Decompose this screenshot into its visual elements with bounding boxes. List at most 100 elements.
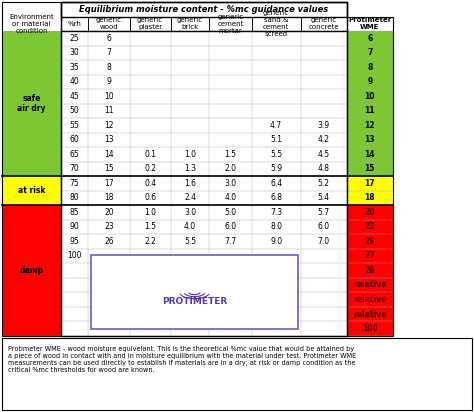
Text: 100: 100 (362, 324, 378, 333)
Text: 12: 12 (104, 121, 114, 130)
Text: 9.0: 9.0 (270, 237, 282, 246)
Text: 0.2: 0.2 (144, 164, 156, 173)
Text: 13: 13 (104, 136, 114, 144)
Text: 14: 14 (365, 150, 375, 159)
Text: 14: 14 (104, 150, 114, 159)
Text: 5.4: 5.4 (318, 194, 330, 202)
Text: 5.9: 5.9 (270, 164, 282, 173)
Text: 75: 75 (70, 179, 80, 188)
Text: 6.0: 6.0 (318, 222, 330, 232)
Bar (347, 249, 393, 263)
Bar (347, 220, 393, 234)
Bar (61, 205, 347, 220)
Bar (61, 278, 347, 292)
Bar (301, 16, 347, 31)
Text: 1.5: 1.5 (224, 150, 237, 159)
Text: 4.7: 4.7 (270, 121, 282, 130)
Text: 5.2: 5.2 (318, 179, 330, 188)
Text: 45: 45 (70, 92, 80, 101)
Text: relative: relative (353, 309, 386, 318)
Text: 26: 26 (104, 237, 114, 246)
Bar (61, 2, 347, 16)
Bar (2, 249, 61, 263)
Bar (91, 255, 299, 329)
Text: 10: 10 (104, 92, 114, 101)
Text: Protimeter WME - wood moisture equivelant. This is the theoretical %mc value tha: Protimeter WME - wood moisture equivelan… (8, 346, 356, 374)
Bar (2, 75, 61, 89)
Bar (61, 75, 347, 89)
Text: 2.0: 2.0 (224, 164, 237, 173)
Bar (129, 16, 171, 31)
Text: Protimeter
WME: Protimeter WME (348, 17, 392, 30)
Text: 4.5: 4.5 (318, 150, 330, 159)
Text: Environment
or material
condition: Environment or material condition (9, 14, 54, 34)
Bar (2, 16, 393, 31)
Bar (210, 16, 252, 31)
Bar (2, 2, 61, 336)
Bar (2, 278, 61, 292)
Bar (91, 255, 299, 329)
Text: 80: 80 (70, 194, 80, 202)
Bar (347, 46, 393, 60)
Text: 20: 20 (104, 208, 114, 217)
Text: at risk: at risk (18, 186, 46, 195)
Text: 0.1: 0.1 (144, 150, 156, 159)
Text: 7: 7 (107, 48, 111, 57)
Bar (61, 176, 347, 191)
Bar (2, 321, 61, 336)
Bar (347, 162, 393, 176)
Text: 3.9: 3.9 (318, 121, 330, 130)
Text: 20: 20 (365, 208, 375, 217)
Bar (347, 147, 393, 162)
Text: 5.5: 5.5 (184, 237, 196, 246)
Bar (61, 191, 347, 205)
Bar (61, 46, 347, 60)
Text: 7.0: 7.0 (318, 237, 330, 246)
Text: 0.6: 0.6 (144, 194, 156, 202)
Bar (61, 220, 347, 234)
Text: 11: 11 (365, 106, 375, 115)
Text: 55: 55 (70, 121, 80, 130)
Bar (347, 133, 393, 147)
Bar (347, 60, 393, 75)
Bar (2, 118, 61, 133)
Bar (347, 307, 393, 321)
Text: 27: 27 (365, 251, 375, 260)
Text: 28: 28 (365, 266, 375, 275)
Text: 85: 85 (70, 208, 80, 217)
Bar (61, 31, 347, 46)
Bar (347, 321, 393, 336)
Bar (2, 263, 61, 278)
Text: 40: 40 (70, 77, 80, 87)
Text: 13: 13 (365, 136, 375, 144)
Bar (2, 104, 61, 118)
Text: generic
sand &
cement
screed: generic sand & cement screed (263, 10, 289, 37)
Text: 5.5: 5.5 (270, 150, 282, 159)
Bar (61, 118, 347, 133)
Bar (347, 16, 393, 336)
Bar (2, 162, 61, 176)
Text: 6: 6 (367, 34, 373, 43)
Bar (2, 89, 61, 104)
Text: 5.1: 5.1 (270, 136, 282, 144)
Bar (61, 89, 347, 104)
Bar (347, 278, 393, 292)
Bar (2, 191, 61, 205)
Bar (61, 162, 347, 176)
Bar (2, 176, 61, 191)
Bar (347, 263, 393, 278)
Bar (61, 16, 88, 31)
Text: 6.8: 6.8 (270, 194, 282, 202)
Text: 35: 35 (70, 63, 80, 72)
Text: 7.7: 7.7 (224, 237, 237, 246)
Text: 65: 65 (70, 150, 80, 159)
Text: relative: relative (353, 281, 386, 290)
Text: damp: damp (19, 266, 44, 275)
Text: 10: 10 (365, 92, 375, 101)
Bar (61, 2, 347, 16)
Text: 7: 7 (367, 48, 373, 57)
Text: 26: 26 (365, 237, 375, 246)
Text: 2.2: 2.2 (144, 237, 156, 246)
Text: 18: 18 (365, 194, 375, 202)
Bar (252, 16, 301, 31)
